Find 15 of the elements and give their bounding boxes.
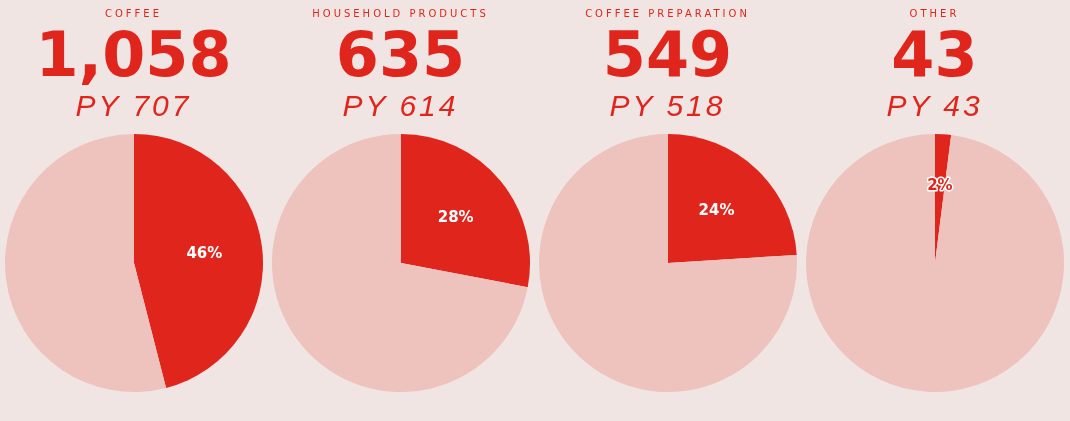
chart-title: COFFEE PREPARATION — [585, 8, 750, 21]
data-label: 28% — [437, 207, 474, 226]
text: PY 707 — [75, 88, 192, 124]
chart-subtitle: 1,058 — [35, 18, 232, 91]
data-label: 24% — [698, 201, 735, 220]
chart-subtitle: 635 — [335, 18, 466, 91]
text: PY 614 — [342, 88, 459, 124]
chart-title: COFFEE — [105, 8, 162, 21]
chart-title: HOUSEHOLD PRODUCTS — [312, 8, 489, 21]
chart-subtitle: 43 — [891, 18, 978, 91]
data-label: 46% — [185, 244, 222, 262]
text: PY 43 — [886, 88, 983, 124]
chart-title: OTHER — [909, 8, 960, 21]
text: PY 518 — [609, 88, 726, 124]
chart-subtitle: 549 — [602, 18, 733, 91]
